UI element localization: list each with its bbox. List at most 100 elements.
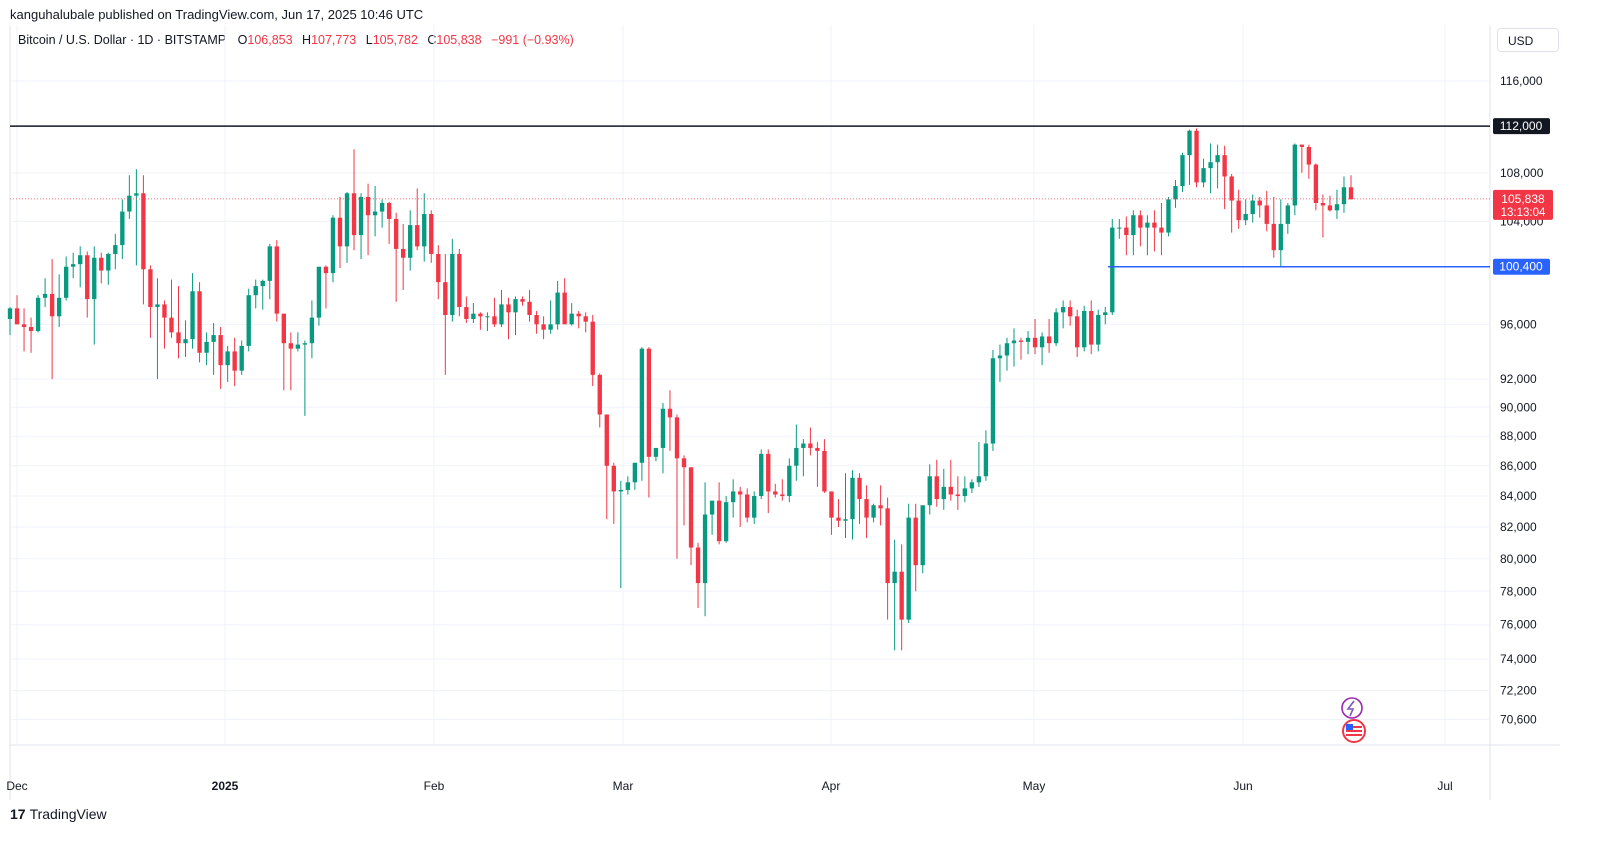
candle bbox=[1334, 189, 1340, 219]
open-value: 106,853 bbox=[247, 33, 293, 47]
candle bbox=[702, 482, 708, 617]
candle-body bbox=[695, 547, 701, 584]
candle-body bbox=[274, 246, 279, 314]
candle-body bbox=[969, 482, 975, 489]
candle bbox=[56, 274, 62, 328]
candle-body bbox=[295, 344, 301, 349]
candle-body bbox=[548, 324, 553, 330]
candle bbox=[464, 296, 469, 323]
low-label: L bbox=[365, 33, 373, 47]
candle-body bbox=[1089, 311, 1094, 345]
candle-body bbox=[1046, 336, 1052, 344]
candle-body bbox=[709, 500, 715, 515]
candle bbox=[688, 467, 694, 566]
candle bbox=[1341, 176, 1347, 213]
candle bbox=[1053, 308, 1059, 346]
candle bbox=[1299, 144, 1305, 173]
candle-body bbox=[1334, 204, 1340, 211]
candle-body bbox=[478, 313, 483, 317]
currency-selector[interactable]: USD bbox=[1497, 28, 1559, 52]
candle-body bbox=[639, 348, 645, 463]
candle-body bbox=[1229, 176, 1234, 201]
candle-body bbox=[1053, 312, 1059, 344]
candle-body bbox=[1215, 155, 1220, 163]
candle-body bbox=[386, 202, 392, 219]
candle-body bbox=[358, 196, 364, 236]
candle-body bbox=[28, 327, 34, 332]
candle-body bbox=[1067, 307, 1073, 317]
candle bbox=[1264, 190, 1269, 232]
candle-body bbox=[113, 245, 118, 254]
candle bbox=[562, 278, 567, 325]
candle bbox=[239, 340, 244, 375]
candle bbox=[541, 316, 546, 340]
candle bbox=[738, 486, 743, 528]
candle-body bbox=[1110, 227, 1115, 313]
candles bbox=[7, 128, 1354, 651]
candle-body bbox=[955, 494, 961, 497]
candle bbox=[302, 340, 308, 416]
candle bbox=[471, 303, 476, 323]
candle bbox=[7, 307, 13, 336]
candle-body bbox=[815, 447, 820, 451]
level-badge-label: 112,000 bbox=[1500, 119, 1543, 133]
candle-body bbox=[1341, 187, 1347, 205]
candle-body bbox=[520, 299, 525, 302]
candle bbox=[323, 265, 329, 309]
widget-icons[interactable] bbox=[1341, 697, 1366, 743]
candle-body bbox=[604, 414, 609, 466]
tradingview-logo[interactable]: 17 TradingView bbox=[10, 806, 107, 822]
candle bbox=[1145, 215, 1150, 256]
candle-body bbox=[906, 517, 911, 620]
candle-body bbox=[948, 486, 953, 495]
candle bbox=[443, 253, 448, 375]
high-value: 107,773 bbox=[311, 33, 357, 47]
candle bbox=[864, 485, 869, 539]
candle-body bbox=[913, 517, 918, 566]
symbol-legend: Bitcoin / U.S. Dollar · 1D · BITSTAMP O1… bbox=[18, 33, 580, 47]
open-label: O bbox=[237, 33, 248, 47]
candle-body bbox=[1138, 215, 1143, 228]
candle bbox=[1278, 199, 1283, 267]
candle bbox=[632, 462, 638, 490]
candle-body bbox=[162, 304, 167, 318]
candle-body bbox=[21, 324, 27, 328]
candle bbox=[1152, 210, 1157, 252]
candle-body bbox=[1018, 340, 1024, 342]
candle-body bbox=[1131, 215, 1136, 236]
candle bbox=[780, 479, 785, 501]
candle bbox=[576, 311, 581, 329]
candle bbox=[604, 414, 609, 520]
candle-body bbox=[997, 355, 1003, 359]
candle-body bbox=[892, 571, 897, 584]
candle-body bbox=[752, 496, 757, 518]
candle-body bbox=[1082, 311, 1087, 348]
candle bbox=[871, 503, 876, 523]
candle bbox=[969, 479, 975, 493]
candle-body bbox=[1039, 336, 1045, 348]
candle-body bbox=[400, 248, 406, 258]
candle bbox=[843, 473, 848, 539]
candle-body bbox=[934, 476, 939, 500]
candle bbox=[204, 332, 209, 366]
candle-body bbox=[232, 351, 237, 371]
candle bbox=[1243, 199, 1248, 226]
candle bbox=[1004, 337, 1010, 371]
horizontal-levels bbox=[10, 125, 1490, 268]
symbol-name[interactable]: Bitcoin / U.S. Dollar · 1D · BITSTAMP bbox=[18, 33, 227, 47]
sparkle-icon[interactable] bbox=[1341, 697, 1363, 719]
candle-body bbox=[611, 465, 616, 492]
x-tick-label: 2025 bbox=[212, 779, 239, 793]
candle bbox=[141, 175, 146, 305]
candle-body bbox=[646, 348, 652, 457]
candle-body bbox=[120, 211, 125, 246]
candle bbox=[513, 296, 518, 336]
candle bbox=[801, 439, 806, 477]
candle bbox=[681, 455, 687, 526]
y-tick-label: 78,000 bbox=[1500, 584, 1537, 598]
candle bbox=[316, 266, 322, 326]
grid bbox=[9, 25, 1560, 800]
candle-body bbox=[1236, 200, 1241, 221]
